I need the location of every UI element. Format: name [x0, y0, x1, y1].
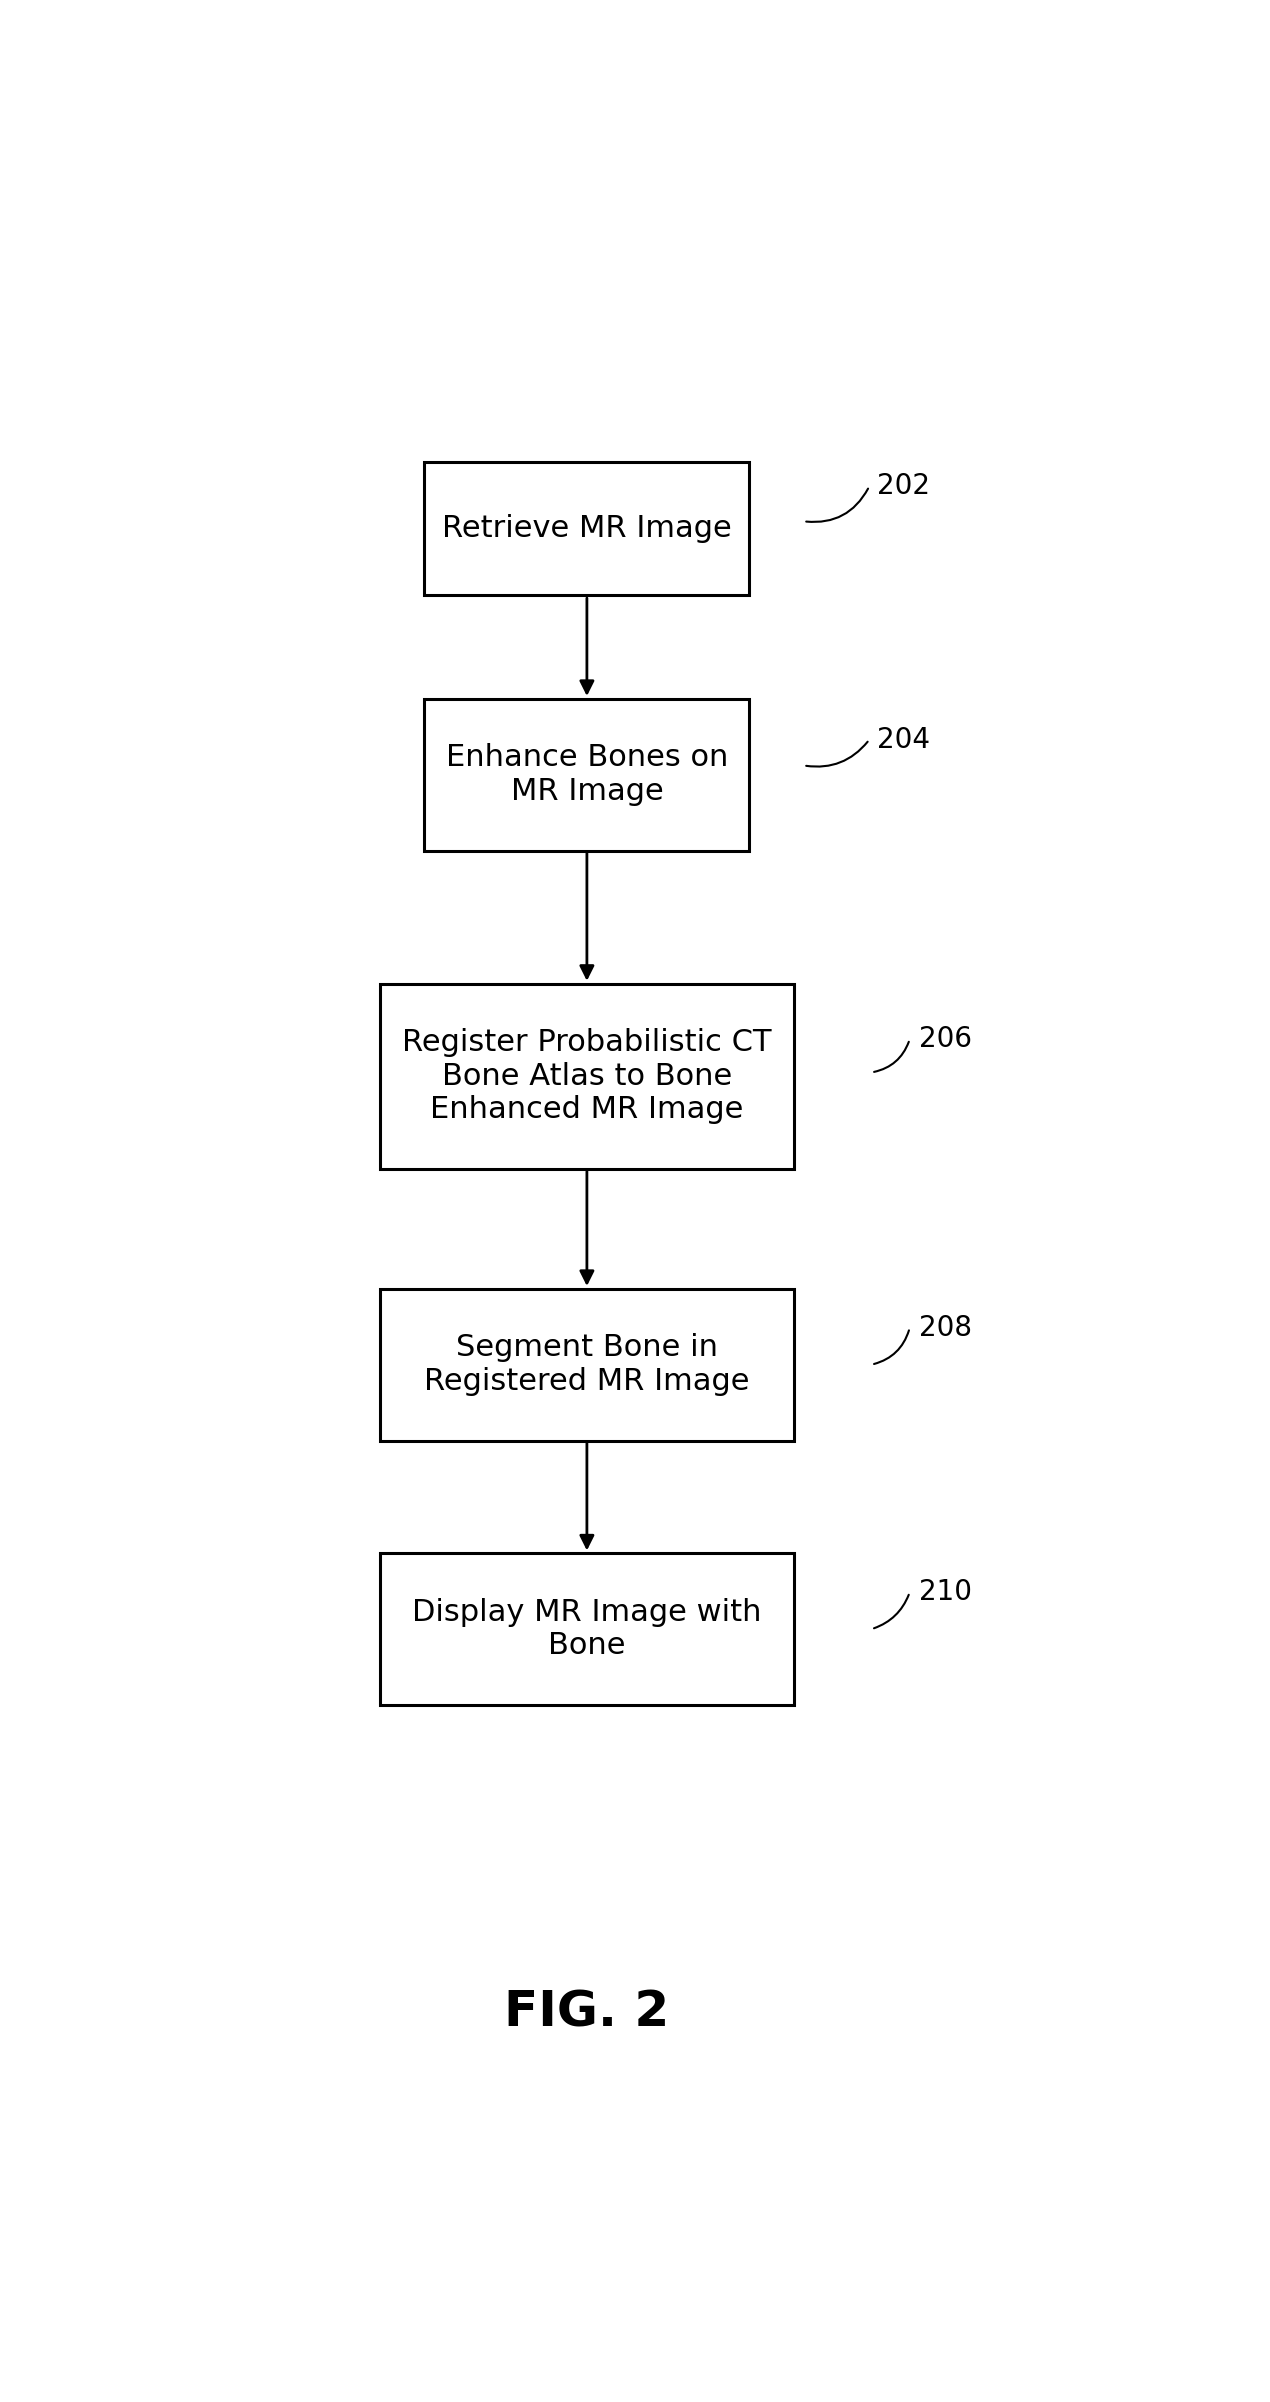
- Text: 202: 202: [878, 473, 930, 500]
- Text: 206: 206: [918, 1026, 972, 1052]
- Text: 210: 210: [918, 1578, 972, 1607]
- Text: Display MR Image with
Bone: Display MR Image with Bone: [413, 1597, 762, 1660]
- Text: Enhance Bones on
MR Image: Enhance Bones on MR Image: [446, 742, 728, 807]
- FancyBboxPatch shape: [380, 1290, 794, 1441]
- FancyBboxPatch shape: [380, 985, 794, 1170]
- Text: FIG. 2: FIG. 2: [504, 1989, 669, 2037]
- Text: Register Probabilistic CT
Bone Atlas to Bone
Enhanced MR Image: Register Probabilistic CT Bone Atlas to …: [403, 1028, 772, 1124]
- Text: Retrieve MR Image: Retrieve MR Image: [442, 514, 732, 543]
- Text: 208: 208: [918, 1314, 972, 1343]
- FancyBboxPatch shape: [424, 461, 749, 596]
- Text: Segment Bone in
Registered MR Image: Segment Bone in Registered MR Image: [424, 1333, 749, 1396]
- Text: 204: 204: [878, 725, 930, 754]
- FancyBboxPatch shape: [380, 1554, 794, 1705]
- FancyBboxPatch shape: [424, 699, 749, 850]
